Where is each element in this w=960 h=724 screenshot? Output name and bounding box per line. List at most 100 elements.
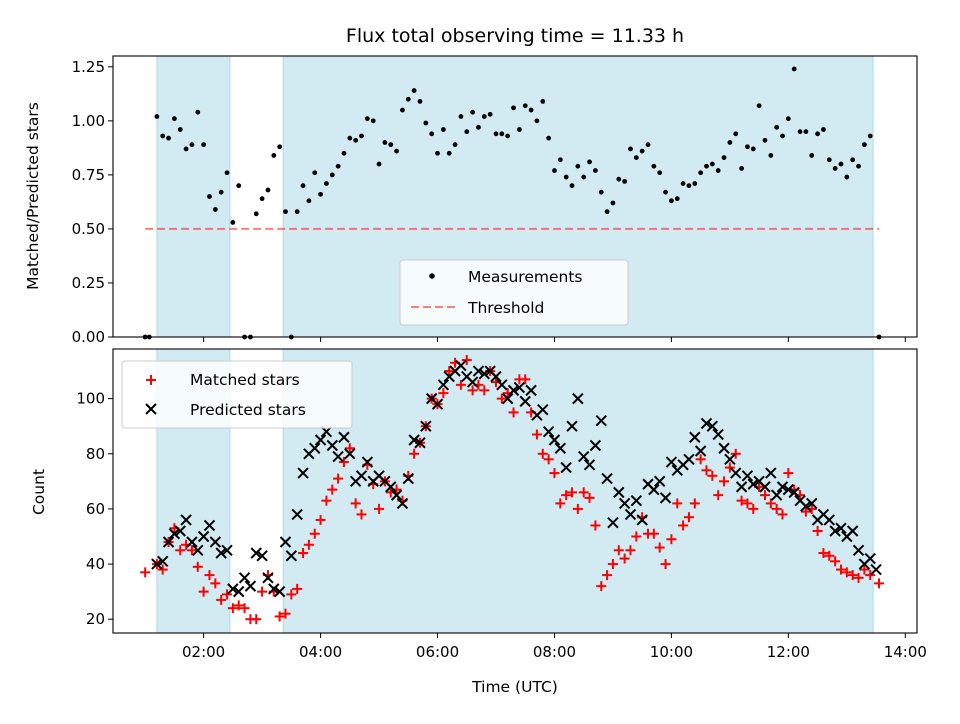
measurement-point <box>370 118 376 124</box>
predicted-star-point <box>554 442 567 454</box>
measurement-point <box>598 189 604 195</box>
predicted-star-point <box>829 525 841 537</box>
measurement-point <box>212 207 218 212</box>
matched-star-point <box>602 570 613 581</box>
matched-star-point <box>619 553 630 564</box>
measurement-point <box>265 187 271 193</box>
measurement-point <box>253 211 259 217</box>
matched-star-point <box>186 545 197 556</box>
measurement-point <box>300 183 306 189</box>
measurement-point <box>768 153 774 158</box>
matched-star-point <box>140 567 151 578</box>
matched-star-point <box>713 490 724 501</box>
predicted-star-point <box>186 536 198 548</box>
measurement-point <box>587 159 592 165</box>
matched-star-point <box>198 586 209 597</box>
matched-star-point <box>286 589 297 600</box>
measurement-point <box>294 209 300 215</box>
matched-star-point <box>409 448 420 459</box>
measurement-point <box>207 194 212 199</box>
predicted-star-point <box>513 381 526 394</box>
predicted-star-point <box>607 517 619 529</box>
predicted-star-point <box>765 467 777 479</box>
measurement-point <box>446 150 452 156</box>
predicted-star-point <box>209 536 222 548</box>
measurement-point <box>481 114 487 119</box>
measurement-point <box>762 137 768 143</box>
matched-star-point <box>847 570 858 581</box>
measurement-point <box>715 168 721 173</box>
predicted-star-point <box>197 530 210 543</box>
matched-star-point <box>759 490 770 501</box>
matched-star-point <box>303 539 314 550</box>
measurement-point <box>785 116 791 122</box>
measurement-point <box>780 133 785 139</box>
matched-star-point <box>707 470 718 481</box>
bottom-xtick-label: 10:00 <box>650 643 693 661</box>
matched-star-point <box>356 509 367 520</box>
bottom-xtick-label: 04:00 <box>299 643 342 661</box>
legend-measurements-label: Measurements <box>468 268 583 286</box>
matched-star-point <box>338 457 349 468</box>
measurement-point <box>774 124 780 130</box>
measurement-point <box>195 109 201 115</box>
matched-star-point <box>724 462 735 473</box>
matched-star-point <box>818 548 829 559</box>
predicted-star-point <box>250 547 262 559</box>
matched-star-point <box>678 520 689 531</box>
predicted-star-point <box>712 428 724 441</box>
measurement-point <box>669 198 674 204</box>
predicted-star-point <box>759 481 771 493</box>
matched-star-point <box>222 589 233 600</box>
predicted-star-point <box>180 514 192 526</box>
measurement-point <box>540 98 546 104</box>
predicted-star-point <box>648 483 660 496</box>
measurement-point <box>674 196 680 202</box>
matched-star-point <box>683 512 694 523</box>
measurement-point <box>224 170 230 176</box>
matched-star-point <box>327 484 338 495</box>
predicted-star-point <box>309 442 321 454</box>
predicted-star-point <box>420 420 432 432</box>
matched-star-point <box>298 548 309 559</box>
bottom-ytick-label: 40 <box>86 555 105 573</box>
predicted-star-point <box>624 508 637 521</box>
predicted-star-point <box>496 379 508 391</box>
measurement-point <box>727 140 733 145</box>
measurement-point <box>177 127 183 132</box>
measurement-point <box>335 163 341 169</box>
bottom-xtick-label: 14:00 <box>884 643 927 661</box>
predicted-star-point <box>654 475 666 488</box>
measurement-point <box>633 155 639 160</box>
predicted-star-point <box>215 547 227 559</box>
matched-star-point <box>742 498 753 509</box>
matched-star-point <box>251 614 262 625</box>
predicted-star-point <box>314 434 327 446</box>
measurement-point <box>236 183 242 189</box>
matched-star-point <box>350 498 361 509</box>
predicted-star-point <box>256 550 268 562</box>
matched-star-point <box>590 520 601 531</box>
matched-star-point <box>233 600 244 611</box>
matched-star-point <box>537 448 548 459</box>
predicted-star-point <box>735 481 748 493</box>
matched-star-point <box>736 495 747 506</box>
measurement-point <box>809 153 815 158</box>
measurement-point <box>318 191 323 197</box>
bottom-axis-ticks: 20 40 60 80 100 02:00 04:00 06:00 08:00 10:00 12:0… <box>76 390 927 661</box>
measurement-point <box>546 135 552 141</box>
matched-star-point <box>835 564 846 575</box>
matched-star-point <box>841 567 852 578</box>
measurement-point <box>505 133 511 139</box>
measurement-point <box>364 116 370 122</box>
predicted-star-point <box>192 544 204 556</box>
predicted-star-point <box>835 522 847 534</box>
measurement-point <box>440 127 446 132</box>
predicted-star-point <box>589 439 602 452</box>
predicted-star-point <box>525 384 537 397</box>
measurement-point <box>815 131 820 137</box>
legend-matched-marker <box>146 375 156 385</box>
matched-star-point <box>730 448 741 459</box>
measurement-point <box>692 181 698 186</box>
